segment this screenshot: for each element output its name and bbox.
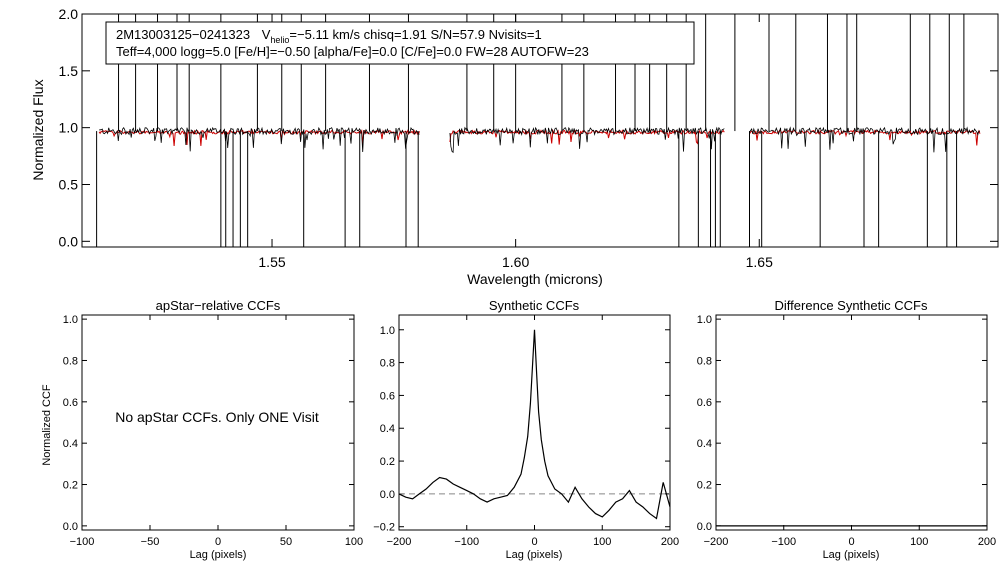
x-tick-label: 50 xyxy=(280,536,292,548)
apstar-ccf-y-label: Normalized CCF xyxy=(41,384,53,466)
y-tick-label: 0.0 xyxy=(63,521,78,533)
observed-spectrum-line xyxy=(99,126,420,153)
y-tick-label: 0.8 xyxy=(380,358,395,370)
synthetic-ccf-traces xyxy=(398,329,671,520)
info-line-2: Teff=4,000 logg=5.0 [Fe/H]=−0.50 [alpha/… xyxy=(116,44,589,59)
y-tick-label: 2.0 xyxy=(59,6,79,22)
star-id: 2M13003125−0241323 xyxy=(116,27,250,42)
difference-ccf-x-label: Lag (pixels) xyxy=(823,549,880,561)
y-tick-label: 0.0 xyxy=(697,521,712,533)
x-tick-label: 1.60 xyxy=(502,254,529,270)
synthetic-ccf-panel: Synthetic CCFs −200 −100 0 100 200 −0.2 0.0 0.2… xyxy=(373,298,679,561)
apstar-ccf-x-label: Lag (pixels) xyxy=(190,549,247,561)
y-tick-label: 0.5 xyxy=(59,176,79,192)
y-tick-label: 1.0 xyxy=(63,314,78,326)
x-tick-label: −100 xyxy=(454,536,479,548)
x-tick-label: −200 xyxy=(704,536,729,548)
y-tick-label: 0.6 xyxy=(380,390,395,402)
y-tick-label: 0.6 xyxy=(63,397,78,409)
x-tick-label: 100 xyxy=(345,536,363,548)
vhelio-symbol: V xyxy=(262,27,271,42)
y-tick-label: 0.0 xyxy=(380,489,395,501)
y-tick-label: 1.5 xyxy=(59,63,79,79)
y-tick-label: 0.2 xyxy=(63,480,78,492)
y-tick-label: 0.6 xyxy=(697,397,712,409)
spectrum-x-label: Wavelength (microns) xyxy=(467,271,603,287)
x-tick-label: −100 xyxy=(70,536,95,548)
x-tick-label: 200 xyxy=(661,536,679,548)
x-tick-label: 0 xyxy=(848,536,854,548)
x-tick-label: 0 xyxy=(215,536,221,548)
apstar-ccf-panel: apStar−relative CCFs −100 −50 0 50 100 0.0 0.2… xyxy=(41,298,363,561)
synthetic-ccf-x-label: Lag (pixels) xyxy=(506,549,563,561)
synthetic-ccf-line xyxy=(398,329,671,520)
y-tick-label: 0.8 xyxy=(697,355,712,367)
y-tick-label: −0.2 xyxy=(373,522,395,534)
synthetic-ccf-plot-frame xyxy=(398,314,671,531)
x-tick-label: 200 xyxy=(978,536,996,548)
spectrum-y-label: Normalized Flux xyxy=(30,79,46,180)
apstar-ccf-title: apStar−relative CCFs xyxy=(156,298,281,313)
difference-ccf-panel: Difference Synthetic CCFs −200 −100 0 100 20… xyxy=(697,298,996,561)
y-tick-label: 1.0 xyxy=(697,314,712,326)
info-box xyxy=(105,21,695,65)
y-tick-label: 0.2 xyxy=(380,456,395,468)
x-tick-label: 100 xyxy=(593,536,611,548)
y-tick-label: 0.4 xyxy=(697,438,712,450)
x-tick-label: 100 xyxy=(910,536,928,548)
y-tick-label: 0.2 xyxy=(697,480,712,492)
spectrum-plot-frame xyxy=(81,13,999,248)
apstar-ccf-annotation: No apStar CCFs. Only ONE Visit xyxy=(115,409,319,425)
difference-ccf-title: Difference Synthetic CCFs xyxy=(775,298,928,313)
x-tick-label: 1.55 xyxy=(258,254,285,270)
x-tick-label: 0 xyxy=(531,536,537,548)
y-tick-label: 1.0 xyxy=(380,325,395,337)
apstar-ccf-ticks: −100 −50 0 50 100 0.0 0.2 0.4 0.6 0.8 1.0 xyxy=(63,314,363,548)
y-tick-label: 0.8 xyxy=(63,355,78,367)
spectrum-panel: 1.55 1.60 1.65 0.0 0.5 1.0 1.5 2.0 2M13003125−0… xyxy=(30,6,999,287)
y-tick-label: 0.4 xyxy=(63,438,78,450)
y-tick-label: 1.0 xyxy=(59,120,79,136)
synthetic-ccf-ticks: −200 −100 0 100 200 −0.2 0.0 0.2 0.4 0.6 0.8 1.0 xyxy=(373,315,679,548)
observed-spectrum-line xyxy=(749,126,981,153)
difference-ccf-plot-frame xyxy=(715,314,988,531)
x-tick-label: 1.65 xyxy=(746,254,773,270)
difference-ccf-ticks: −200 −100 0 100 200 0.0 0.2 0.4 0.6 0.8 1.0 xyxy=(697,314,996,548)
info-values: =−5.11 km/s chisq=1.91 S/N=57.9 Nvisits=… xyxy=(289,27,541,42)
info-line-1: 2M13003125−0241323 Vhelio=−5.11 km/s chi… xyxy=(116,27,542,45)
x-tick-label: −50 xyxy=(141,536,160,548)
y-tick-label: 0.4 xyxy=(380,423,395,435)
vhelio-subscript: helio xyxy=(270,35,289,45)
x-tick-label: −200 xyxy=(387,536,412,548)
x-tick-label: −100 xyxy=(771,536,796,548)
synthetic-ccf-title: Synthetic CCFs xyxy=(489,298,580,313)
spectrum-ticks: 1.55 1.60 1.65 0.0 0.5 1.0 1.5 2.0 xyxy=(59,6,998,270)
y-tick-label: 0.0 xyxy=(59,233,79,249)
